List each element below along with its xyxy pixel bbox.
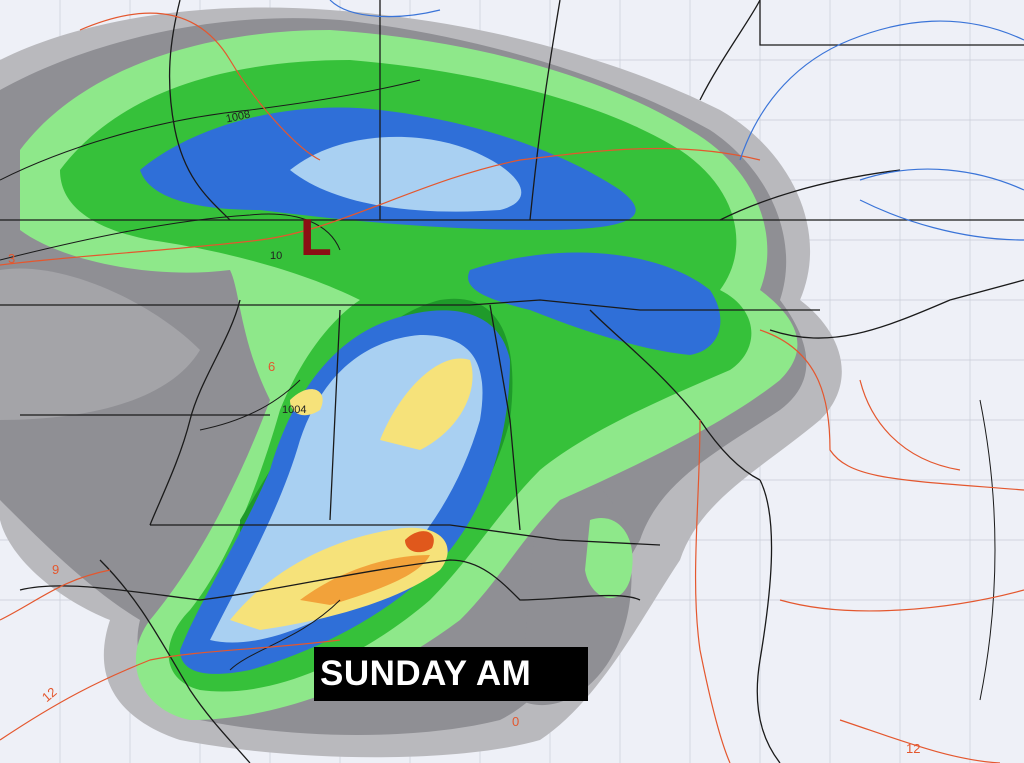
freezing-line [329, 0, 1024, 241]
overlay-title: SUNDAY AM [314, 647, 588, 701]
temperature-label-9: 9 [52, 562, 60, 577]
temperature-label-0: 0 [512, 714, 520, 729]
temperature-contours [0, 12, 1024, 763]
isobars [0, 79, 996, 701]
yellow-orange-precip [230, 358, 473, 630]
isobar-label-1004: 1004 [282, 404, 307, 416]
isobar-label-partial: 10 [270, 250, 283, 262]
temperature-label-12-east: 12 [906, 741, 921, 756]
temperature-label-6: 6 [268, 359, 276, 374]
low-pressure-marker: L [300, 209, 332, 267]
temperature-label-3: 3 [8, 251, 16, 266]
